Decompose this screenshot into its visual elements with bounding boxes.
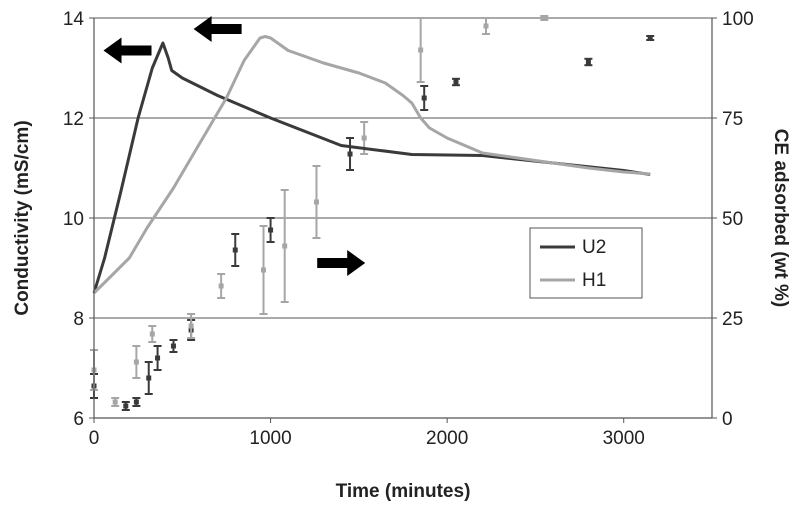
error-point-0-12 xyxy=(584,57,593,67)
data-point-marker xyxy=(347,151,353,157)
error-point-1-12 xyxy=(540,15,549,21)
plot-area xyxy=(90,15,712,419)
error-point-1-5 xyxy=(217,273,226,299)
error-point-0-1 xyxy=(121,401,130,411)
legend: U2 H1 xyxy=(529,227,643,299)
data-point-marker xyxy=(313,199,319,205)
y2-tick-label-1: 25 xyxy=(722,309,743,330)
series-lines xyxy=(92,35,651,295)
arrow-left-icon xyxy=(193,16,242,42)
series-line-u2 xyxy=(92,41,651,294)
error-point-1-6 xyxy=(259,225,268,315)
x-tick-label-2: 2000 xyxy=(426,428,468,449)
legend-box xyxy=(529,227,643,299)
axes xyxy=(89,17,717,423)
y2-axis-title: CE adsorbed (wt %) xyxy=(770,129,791,307)
error-point-1-1 xyxy=(111,397,120,407)
direction-arrows xyxy=(103,16,366,276)
error-point-1-8 xyxy=(312,165,321,239)
arrow-left-icon xyxy=(103,37,152,64)
y-tick-label-0: 6 xyxy=(73,409,84,430)
error-point-0-13 xyxy=(646,35,655,41)
y2-tick-label-0: 0 xyxy=(722,409,733,430)
data-point-marker xyxy=(112,399,118,405)
data-point-marker xyxy=(361,135,367,141)
error-point-0-5 xyxy=(169,339,178,353)
error-point-1-7 xyxy=(280,189,289,303)
data-point-marker xyxy=(218,283,224,289)
data-point-marker xyxy=(170,343,176,349)
legend-label-u2: U2 xyxy=(582,237,606,258)
y2-tick-label-2: 50 xyxy=(722,209,743,230)
series-line-h1 xyxy=(92,35,651,295)
y-tick-label-4: 14 xyxy=(63,9,85,30)
data-point-marker xyxy=(585,59,591,65)
y-tick-label-3: 12 xyxy=(63,109,84,130)
data-point-marker xyxy=(421,95,427,101)
data-point-marker xyxy=(261,267,267,273)
error-point-1-10 xyxy=(416,17,425,83)
tick-labels: 0 1000 2000 3000 6 8 10 12 14 0 25 50 75 100 xyxy=(63,9,754,449)
x-tick-label-0: 0 xyxy=(89,428,100,449)
data-point-marker xyxy=(232,247,238,253)
x-axis-title: Time (minutes) xyxy=(336,481,471,502)
legend-label-h1: H1 xyxy=(582,270,606,291)
data-point-marker xyxy=(418,47,424,53)
data-point-marker xyxy=(133,399,139,405)
data-point-marker xyxy=(647,35,653,41)
data-point-marker xyxy=(149,331,155,337)
error-point-0-11 xyxy=(451,77,460,87)
y2-tick-label-3: 75 xyxy=(722,109,743,130)
y-tick-label-1: 8 xyxy=(73,309,84,330)
y2-tick-label-4: 100 xyxy=(722,9,754,30)
error-point-1-11 xyxy=(481,17,490,35)
error-point-1-3 xyxy=(148,325,157,343)
data-point-marker xyxy=(123,403,129,409)
error-point-0-8 xyxy=(266,217,275,243)
error-point-0-2 xyxy=(132,397,141,407)
data-point-marker xyxy=(268,227,274,233)
data-point-marker xyxy=(146,375,152,381)
data-point-marker xyxy=(453,79,459,85)
error-point-1-4 xyxy=(187,313,196,339)
data-point-marker xyxy=(155,355,161,361)
data-point-marker xyxy=(282,243,288,249)
error-point-0-4 xyxy=(153,345,162,371)
data-point-marker xyxy=(188,323,194,329)
error-point-0-7 xyxy=(231,233,240,267)
y-tick-label-2: 10 xyxy=(63,209,84,230)
x-tick-label-1: 1000 xyxy=(249,428,291,449)
error-point-0-9 xyxy=(346,137,355,171)
arrow-right-icon xyxy=(317,250,366,276)
data-point-marker xyxy=(133,359,139,365)
error-point-0-10 xyxy=(420,85,429,111)
y-axis-title: Conductivity (mS/cm) xyxy=(12,120,33,315)
data-point-marker xyxy=(541,15,547,21)
x-tick-label-3: 3000 xyxy=(603,428,645,449)
data-point-marker xyxy=(483,23,489,29)
error-point-1-2 xyxy=(132,345,141,379)
error-point-0-3 xyxy=(144,361,153,395)
